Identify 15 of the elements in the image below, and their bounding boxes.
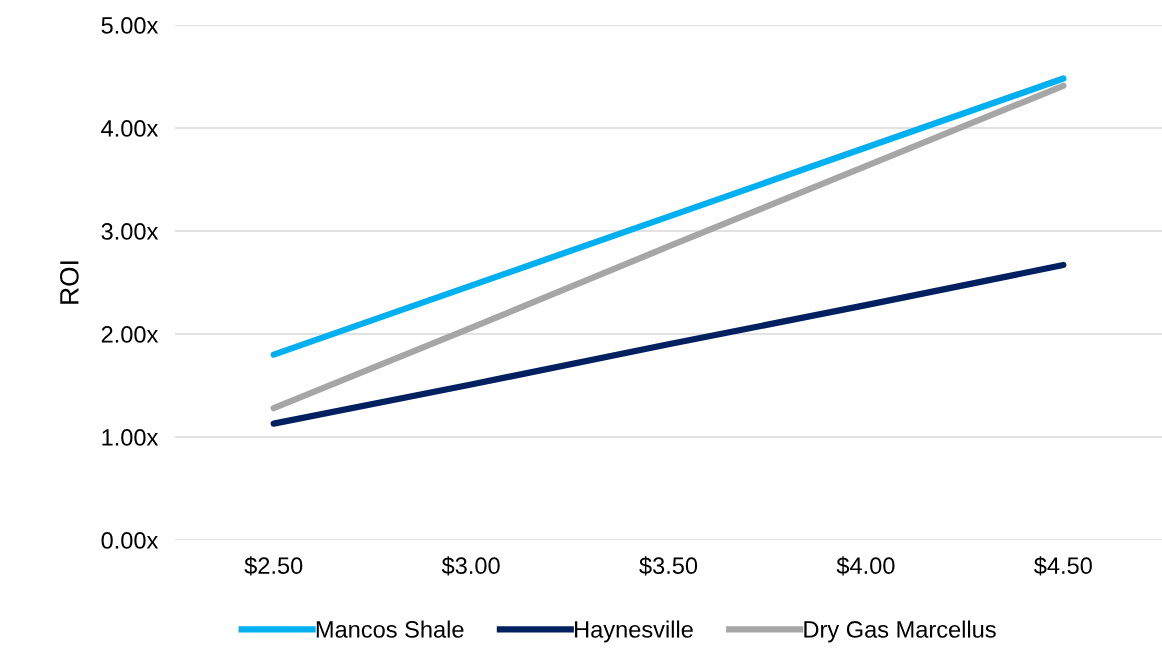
- y-tick-label: 2.00x: [101, 326, 159, 343]
- x-tick-label: $3.50: [639, 556, 698, 576]
- y-tick-label: 0.00x: [101, 532, 159, 549]
- y-tick-label: 4.00x: [101, 120, 159, 137]
- legend-label: Dry Gas Marcellus: [804, 620, 996, 643]
- y-axis-title: ROI: [60, 261, 79, 304]
- y-tick-label: 3.00x: [101, 223, 159, 240]
- x-tick-label: $4.00: [836, 556, 895, 576]
- x-tick-label: $4.50: [1034, 556, 1092, 576]
- x-tick-label: $3.00: [441, 556, 500, 576]
- legend-label: Haynesville: [575, 620, 693, 643]
- y-tick-label: 1.00x: [102, 429, 159, 446]
- y-tick-label: 5.00x: [101, 17, 159, 34]
- legend-label: Mancos Shale: [316, 620, 464, 638]
- x-tick-label: $2.50: [244, 556, 303, 576]
